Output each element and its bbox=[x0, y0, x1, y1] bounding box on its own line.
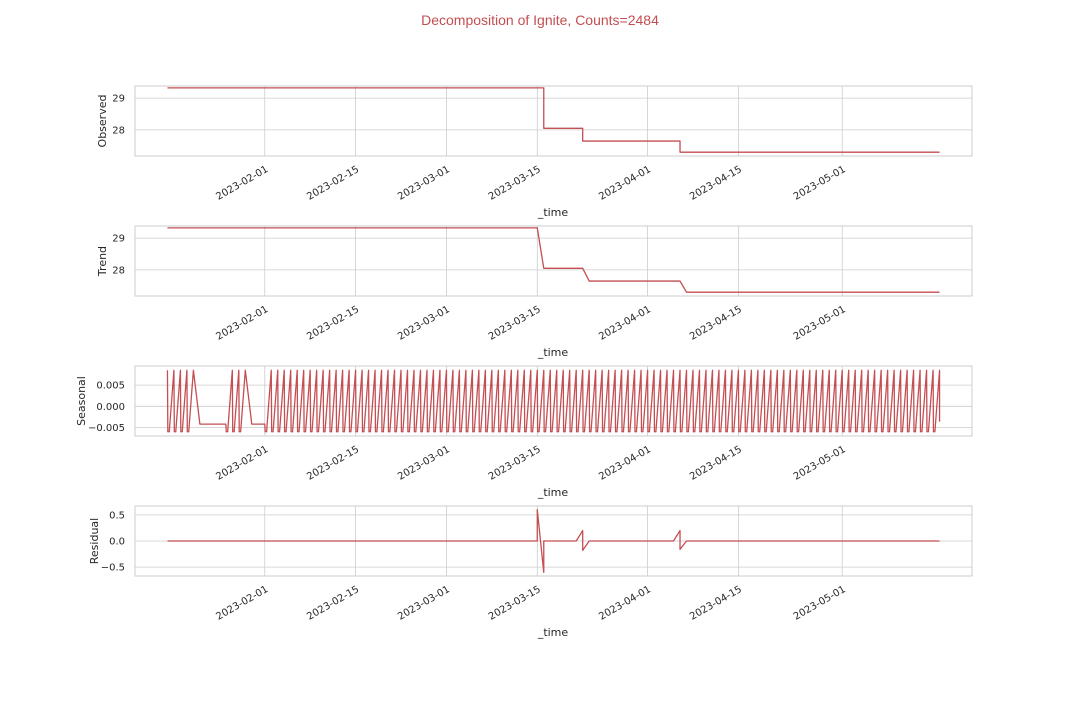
x-tick-label: 2023-04-01 bbox=[597, 444, 653, 483]
y-tick-label: 0.5 bbox=[109, 510, 125, 521]
x-tick-label: 2023-02-01 bbox=[214, 304, 270, 343]
series-line bbox=[166, 369, 941, 433]
x-tick-label: 2023-02-15 bbox=[305, 164, 361, 203]
axes-frame bbox=[134, 225, 973, 297]
x-tick-label: 2023-04-15 bbox=[688, 584, 744, 623]
panel-trend: 28 29 2023-02-01 2023-02-15 2023-03-01 2023-0… bbox=[96, 225, 973, 359]
x-axis-label: _time bbox=[537, 626, 569, 639]
x-tick-label: 2023-03-15 bbox=[487, 444, 543, 483]
x-axis-label: _time bbox=[537, 346, 569, 359]
x-tick-label: 2023-03-01 bbox=[396, 444, 452, 483]
panel-observed: 28 29 2023-02-01 2023-02-15 2023-03-01 2023-0… bbox=[96, 85, 973, 219]
panel-residual: −0.5 0.0 0.5 2023-02-01 2023-02-15 2023-03-01… bbox=[88, 505, 973, 639]
x-tick-label: 2023-02-01 bbox=[214, 444, 270, 483]
x-tick-label: 2023-04-01 bbox=[597, 304, 653, 343]
x-tick-label: 2023-03-15 bbox=[487, 584, 543, 623]
y-axis-label: Residual bbox=[88, 518, 101, 564]
series-line bbox=[167, 509, 940, 573]
y-tick-label: 0.005 bbox=[96, 381, 125, 392]
x-tick-label: 2023-03-01 bbox=[396, 164, 452, 203]
axes-frame bbox=[134, 505, 973, 577]
y-tick-label: 29 bbox=[112, 234, 125, 245]
axes-frame bbox=[134, 365, 973, 437]
x-tick-label: 2023-04-15 bbox=[688, 304, 744, 343]
x-tick-label: 2023-03-01 bbox=[396, 584, 452, 623]
x-tick-label: 2023-04-15 bbox=[688, 164, 744, 203]
y-axis-label: Seasonal bbox=[75, 376, 88, 426]
x-tick-label: 2023-05-01 bbox=[792, 164, 848, 203]
x-tick-label: 2023-02-15 bbox=[305, 444, 361, 483]
axes-frame bbox=[134, 85, 973, 157]
x-tick-label: 2023-02-15 bbox=[305, 304, 361, 343]
y-tick-label: 0.0 bbox=[109, 537, 125, 548]
y-axis-label: Observed bbox=[96, 95, 109, 148]
x-tick-label: 2023-04-01 bbox=[597, 164, 653, 203]
figure-title: Decomposition of Ignite, Counts=2484 bbox=[421, 12, 659, 28]
panel-seasonal: −0.005 0.000 0.005 2023-02-01 2023-02-15 2023… bbox=[75, 365, 973, 499]
x-tick-label: 2023-03-01 bbox=[396, 304, 452, 343]
x-tick-label: 2023-02-01 bbox=[214, 164, 270, 203]
x-tick-label: 2023-05-01 bbox=[792, 304, 848, 343]
y-axis-label: Trend bbox=[96, 246, 109, 277]
x-tick-label: 2023-04-15 bbox=[688, 444, 744, 483]
y-tick-label: 28 bbox=[112, 265, 125, 276]
x-tick-label: 2023-05-01 bbox=[792, 584, 848, 623]
x-tick-label: 2023-03-15 bbox=[487, 164, 543, 203]
y-tick-label: 28 bbox=[112, 125, 125, 136]
series-line bbox=[167, 87, 940, 153]
x-tick-label: 2023-02-15 bbox=[305, 584, 361, 623]
x-axis-label: _time bbox=[537, 486, 569, 499]
x-tick-label: 2023-04-01 bbox=[597, 584, 653, 623]
x-tick-label: 2023-05-01 bbox=[792, 444, 848, 483]
y-tick-label: 29 bbox=[112, 94, 125, 105]
x-tick-label: 2023-02-01 bbox=[214, 584, 270, 623]
y-tick-label: −0.005 bbox=[88, 423, 125, 434]
x-tick-label: 2023-03-15 bbox=[487, 304, 543, 343]
series-line bbox=[167, 227, 940, 293]
y-tick-label: 0.000 bbox=[96, 402, 125, 413]
x-axis-label: _time bbox=[537, 206, 569, 219]
y-tick-label: −0.5 bbox=[101, 563, 125, 574]
